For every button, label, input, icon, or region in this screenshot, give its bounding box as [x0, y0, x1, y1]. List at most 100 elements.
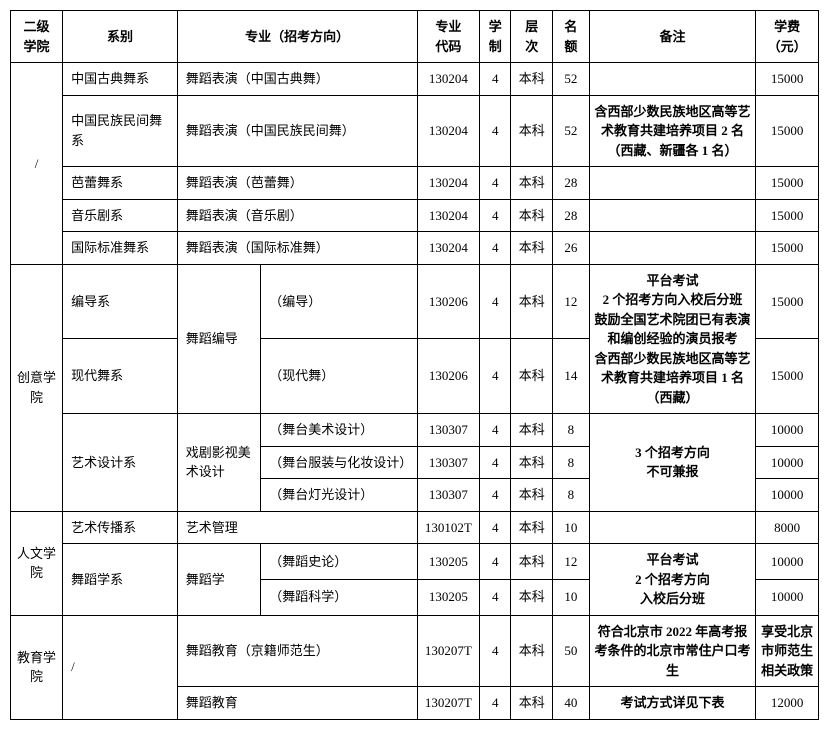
- cell-quota: 8: [553, 446, 589, 479]
- cell-level: 本科: [511, 687, 553, 720]
- cell-fee: 10000: [756, 446, 819, 479]
- cell-note: [589, 63, 756, 96]
- cell-dept: 音乐剧系: [63, 199, 178, 232]
- cell-note: 平台考试2 个招考方向入校后分班鼓励全国艺术院团已有表演和编创经验的演员报考含西…: [589, 264, 756, 414]
- cell-dept: 艺术传播系: [63, 511, 178, 544]
- cell-quota: 8: [553, 414, 589, 447]
- cell-code: 130307: [417, 446, 480, 479]
- table-row: 人文学院 艺术传播系 艺术管理 130102T 4 本科 10 8000: [11, 511, 819, 544]
- cell-fee: 15000: [756, 95, 819, 167]
- cell-fee: 15000: [756, 199, 819, 232]
- cell-years: 4: [480, 579, 511, 615]
- cell-code: 130204: [417, 63, 480, 96]
- cell-level: 本科: [511, 232, 553, 265]
- cell-note: [589, 199, 756, 232]
- th-fee: 学费（元）: [756, 11, 819, 63]
- cell-major: 舞蹈表演（中国民族民间舞）: [177, 95, 417, 167]
- cell-code: 130307: [417, 414, 480, 447]
- table-row: 教育学院 / 舞蹈教育（京籍师范生） 130207T 4 本科 50 符合北京市…: [11, 615, 819, 687]
- cell-college: 教育学院: [11, 615, 63, 719]
- cell-fee: 10000: [756, 579, 819, 615]
- th-college: 二级学院: [11, 11, 63, 63]
- cell-quota: 12: [553, 544, 589, 580]
- cell-years: 4: [480, 446, 511, 479]
- cell-level: 本科: [511, 479, 553, 512]
- cell-major: 舞蹈教育: [177, 687, 417, 720]
- cell-code: 130206: [417, 339, 480, 414]
- cell-quota: 50: [553, 615, 589, 687]
- cell-code: 130207T: [417, 687, 480, 720]
- cell-note: 含西部少数民族地区高等艺术教育共建培养项目 2 名（西藏、新疆各 1 名）: [589, 95, 756, 167]
- cell-major: 舞蹈表演（音乐剧）: [177, 199, 417, 232]
- cell-note: 考试方式详见下表: [589, 687, 756, 720]
- cell-dept: 舞蹈学系: [63, 544, 178, 616]
- cell-quota: 28: [553, 199, 589, 232]
- cell-level: 本科: [511, 339, 553, 414]
- table-row: 舞蹈学系 舞蹈学 （舞蹈史论） 130205 4 本科 12 平台考试2 个招考…: [11, 544, 819, 580]
- cell-years: 4: [480, 544, 511, 580]
- cell-years: 4: [480, 414, 511, 447]
- cell-fee: 15000: [756, 339, 819, 414]
- cell-major-group: 舞蹈编导: [177, 264, 260, 414]
- cell-quota: 52: [553, 95, 589, 167]
- cell-years: 4: [480, 264, 511, 339]
- cell-code: 130206: [417, 264, 480, 339]
- cell-level: 本科: [511, 264, 553, 339]
- cell-level: 本科: [511, 615, 553, 687]
- cell-dir: （舞台服装与化妆设计）: [261, 446, 417, 479]
- table-row: / 中国古典舞系 舞蹈表演（中国古典舞） 130204 4 本科 52 1500…: [11, 63, 819, 96]
- cell-fee: 15000: [756, 264, 819, 339]
- cell-quota: 40: [553, 687, 589, 720]
- cell-dept: 中国民族民间舞系: [63, 95, 178, 167]
- cell-dir: （编导）: [261, 264, 417, 339]
- th-code: 专业代码: [417, 11, 480, 63]
- cell-dir: （舞台灯光设计）: [261, 479, 417, 512]
- cell-code: 130102T: [417, 511, 480, 544]
- cell-major: 舞蹈教育（京籍师范生）: [177, 615, 417, 687]
- cell-level: 本科: [511, 446, 553, 479]
- cell-level: 本科: [511, 199, 553, 232]
- cell-major: 舞蹈表演（中国古典舞）: [177, 63, 417, 96]
- cell-fee: 享受北京市师范生相关政策: [756, 615, 819, 687]
- cell-code: 130207T: [417, 615, 480, 687]
- cell-quota: 14: [553, 339, 589, 414]
- cell-years: 4: [480, 511, 511, 544]
- cell-college: 创意学院: [11, 264, 63, 511]
- cell-level: 本科: [511, 167, 553, 200]
- cell-years: 4: [480, 232, 511, 265]
- cell-code: 130205: [417, 579, 480, 615]
- cell-major: 舞蹈表演（芭蕾舞）: [177, 167, 417, 200]
- cell-level: 本科: [511, 414, 553, 447]
- cell-code: 130204: [417, 232, 480, 265]
- cell-note: [589, 511, 756, 544]
- th-quota: 名额: [553, 11, 589, 63]
- table-row: 创意学院 编导系 舞蹈编导 （编导） 130206 4 本科 12 平台考试2 …: [11, 264, 819, 339]
- cell-dept: /: [63, 615, 178, 719]
- cell-major-group: 戏剧影视美术设计: [177, 414, 260, 512]
- cell-years: 4: [480, 615, 511, 687]
- cell-major: 艺术管理: [177, 511, 417, 544]
- cell-dir: （舞蹈史论）: [261, 544, 417, 580]
- th-level: 层次: [511, 11, 553, 63]
- cell-code: 130204: [417, 167, 480, 200]
- cell-dir: （舞台美术设计）: [261, 414, 417, 447]
- cell-code: 130204: [417, 199, 480, 232]
- th-major: 专业（招考方向）: [177, 11, 417, 63]
- table-row: 音乐剧系 舞蹈表演（音乐剧） 130204 4 本科 28 15000: [11, 199, 819, 232]
- cell-quota: 26: [553, 232, 589, 265]
- cell-level: 本科: [511, 63, 553, 96]
- cell-college: /: [11, 63, 63, 265]
- cell-fee: 15000: [756, 232, 819, 265]
- cell-code: 130307: [417, 479, 480, 512]
- cell-dept: 现代舞系: [63, 339, 178, 414]
- th-note: 备注: [589, 11, 756, 63]
- cell-note: 平台考试2 个招考方向入校后分班: [589, 544, 756, 616]
- cell-level: 本科: [511, 95, 553, 167]
- cell-dir: （舞蹈科学）: [261, 579, 417, 615]
- cell-dir: （现代舞）: [261, 339, 417, 414]
- cell-note: [589, 232, 756, 265]
- cell-level: 本科: [511, 544, 553, 580]
- cell-dept: 编导系: [63, 264, 178, 339]
- cell-dept: 艺术设计系: [63, 414, 178, 512]
- cell-major-group: 舞蹈学: [177, 544, 260, 616]
